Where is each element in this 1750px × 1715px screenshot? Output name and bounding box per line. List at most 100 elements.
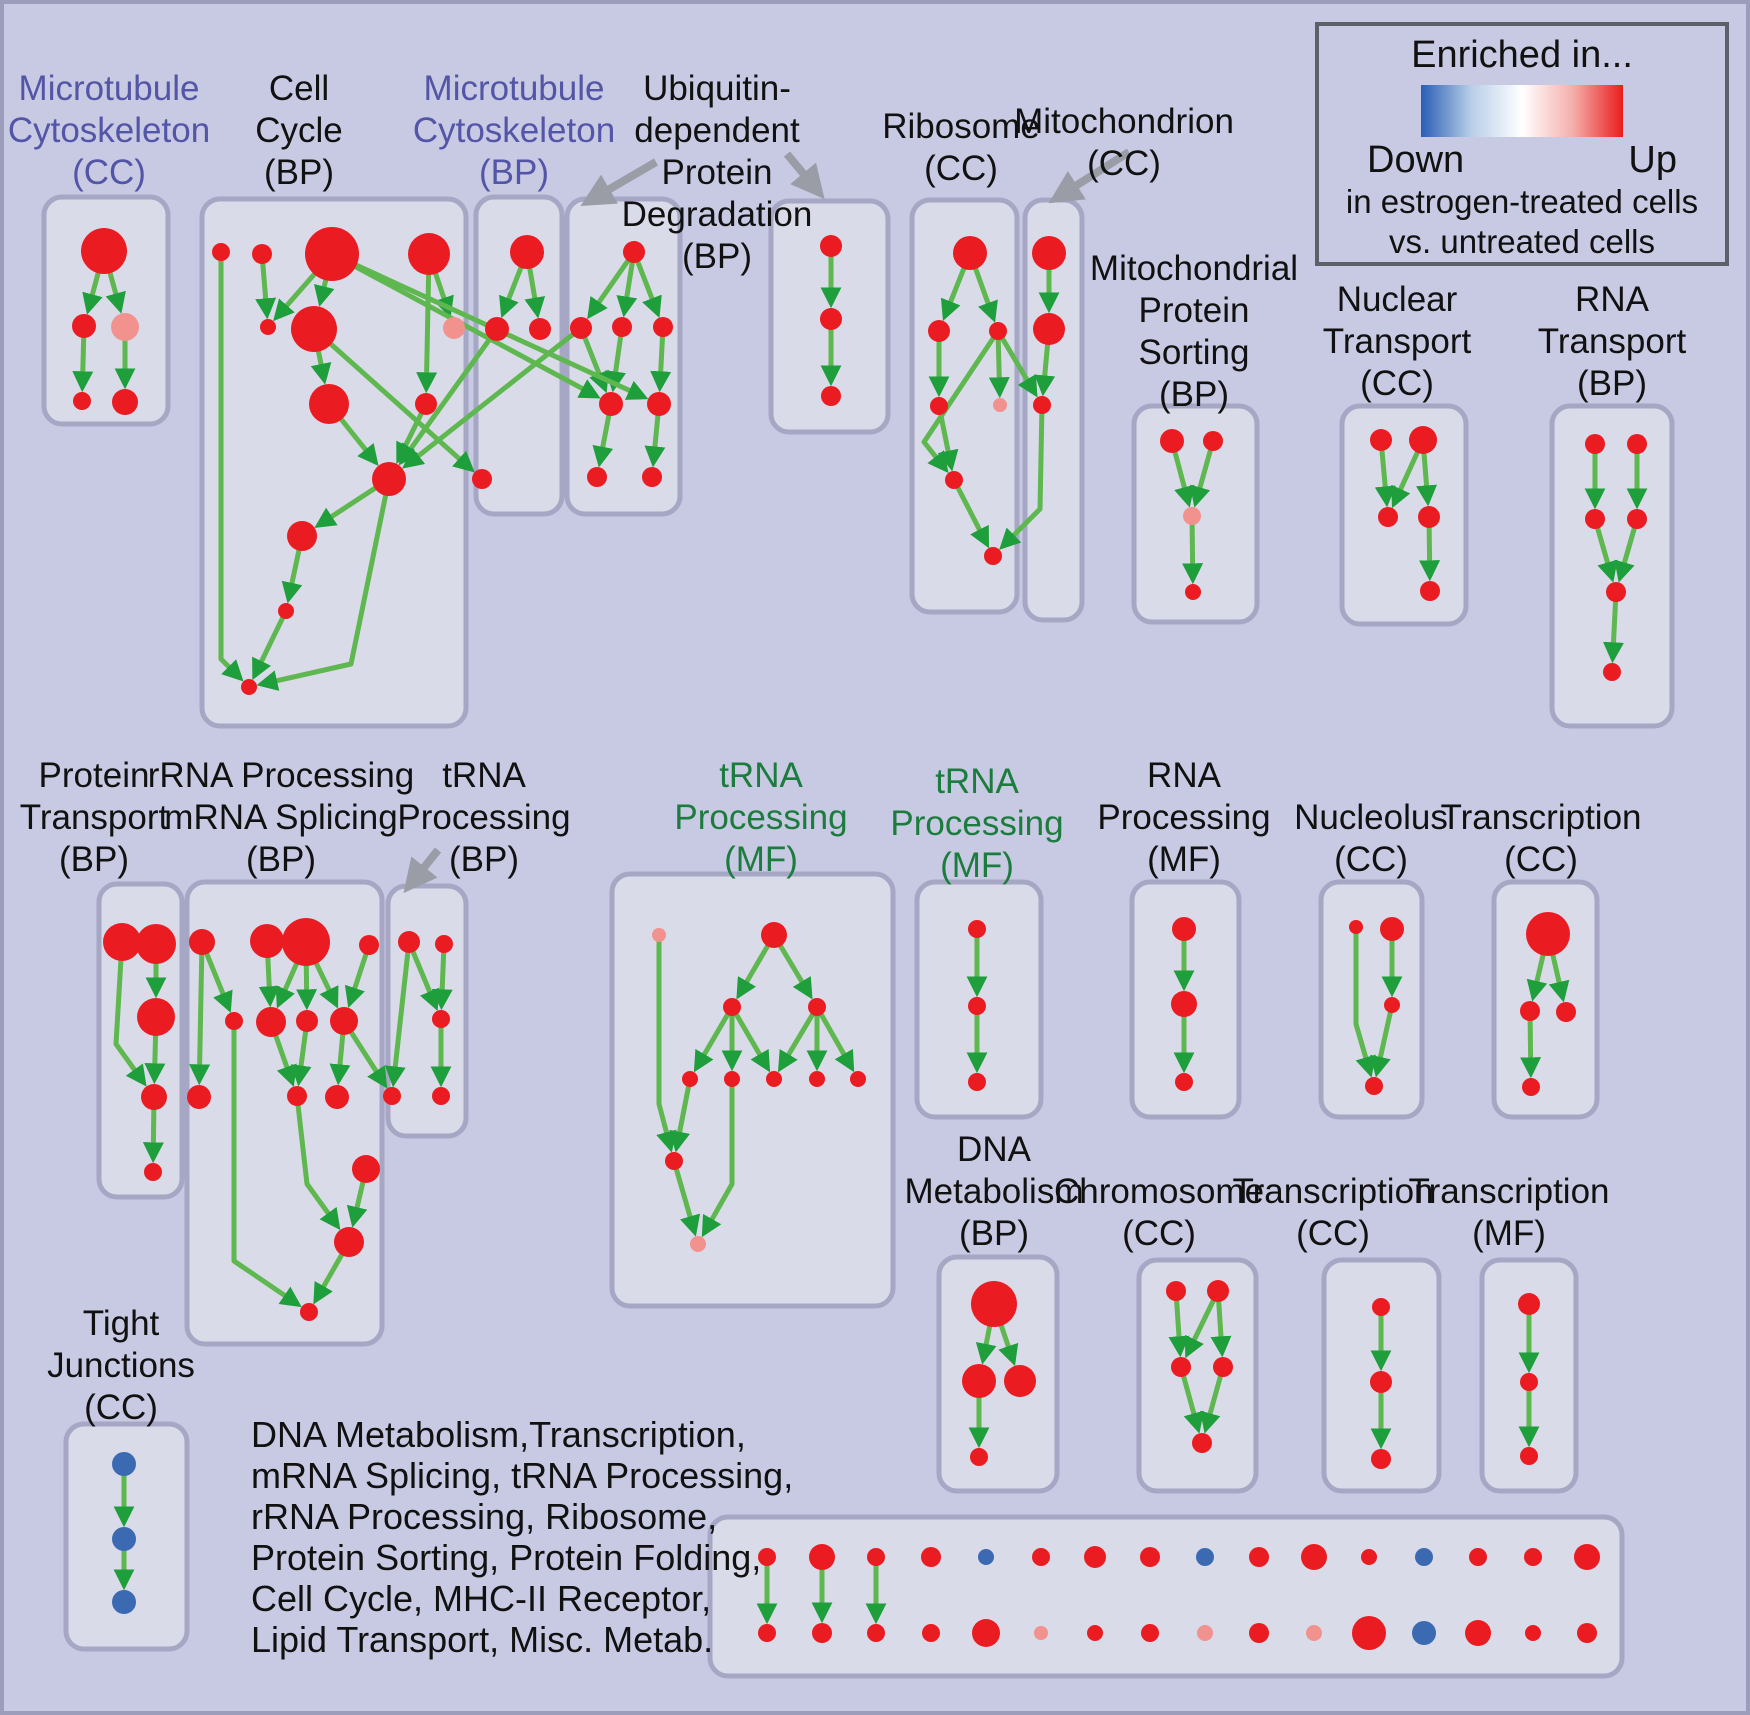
edge-arrow	[999, 404, 1045, 550]
go-term-node	[212, 243, 230, 261]
go-term-node	[1627, 509, 1647, 529]
go-term-node	[112, 1590, 136, 1614]
edge-arrow	[1178, 1366, 1204, 1434]
go-term-node	[1032, 1548, 1050, 1566]
go-term-node	[1185, 584, 1201, 600]
go-term-node	[652, 928, 666, 942]
go-term-node	[112, 389, 138, 415]
go-term-node	[300, 1303, 318, 1321]
go-term-node	[1526, 912, 1570, 956]
go-term-node	[1627, 434, 1647, 454]
go-term-node	[1171, 1357, 1191, 1377]
go-term-node	[1370, 429, 1392, 451]
go-term-node	[945, 471, 963, 489]
go-term-node	[309, 384, 349, 424]
go-term-node	[1522, 1078, 1540, 1096]
go-term-node	[291, 306, 337, 352]
go-term-node	[1380, 917, 1404, 941]
edge-arrow	[671, 1160, 701, 1237]
go-term-node	[989, 322, 1007, 340]
go-term-node	[1370, 1371, 1392, 1393]
go-term-node	[252, 244, 272, 264]
legend: Enriched in... Down Up in estrogen-treat…	[1315, 22, 1729, 266]
go-term-node	[359, 935, 379, 955]
go-term-node	[821, 386, 841, 406]
edge-arrow	[312, 327, 475, 473]
go-term-node	[1585, 434, 1605, 454]
go-term-node	[72, 314, 96, 338]
go-term-node	[1087, 1625, 1103, 1641]
go-term-node	[1585, 509, 1605, 529]
edge-arrow	[398, 327, 500, 466]
go-term-node	[812, 1623, 832, 1643]
go-term-node	[1034, 1626, 1048, 1640]
go-term-node	[962, 1364, 996, 1398]
go-term-node	[1520, 1447, 1538, 1465]
go-term-node	[1415, 1548, 1433, 1566]
footnote-line: rRNA Processing, Ribosome,	[251, 1496, 718, 1537]
edge-arrow	[218, 252, 244, 682]
edge-arrow	[1370, 1004, 1395, 1078]
edge-arrow	[1200, 1366, 1226, 1434]
go-term-node	[1172, 917, 1196, 941]
go-term-node	[867, 1624, 885, 1642]
go-term-node	[642, 467, 662, 487]
go-term-node	[1574, 1544, 1600, 1570]
go-term-node	[112, 1452, 136, 1476]
go-term-node	[443, 317, 465, 339]
go-term-node	[993, 398, 1007, 412]
go-term-node	[415, 393, 437, 415]
go-term-node	[256, 1007, 286, 1037]
go-term-node	[1577, 1623, 1597, 1643]
go-term-node	[850, 1071, 866, 1087]
edge-arrow	[1168, 1290, 1190, 1358]
legend-title: Enriched in...	[1411, 34, 1633, 76]
go-term-node	[1141, 1624, 1159, 1642]
go-term-node	[1409, 426, 1437, 454]
go-term-node	[408, 233, 450, 275]
go-term-node	[968, 920, 986, 938]
edge-arrow	[402, 326, 583, 469]
edge-arrow	[701, 1079, 735, 1238]
go-term-node	[1384, 997, 1400, 1013]
go-term-node	[305, 227, 359, 281]
go-term-node	[612, 317, 632, 337]
edge-arrow	[252, 609, 289, 681]
go-term-node	[1160, 429, 1184, 453]
go-term-node	[972, 1619, 1000, 1647]
go-term-node	[758, 1548, 776, 1566]
edge-arrow	[777, 1005, 820, 1073]
edge-arrow	[951, 478, 990, 549]
edge-arrow	[1048, 148, 1132, 204]
go-term-node	[1004, 1365, 1036, 1397]
go-term-node	[529, 318, 551, 340]
go-term-node	[241, 679, 257, 695]
go-term-node	[867, 1548, 885, 1566]
go-term-node	[352, 1155, 380, 1183]
go-term-node	[690, 1236, 706, 1252]
go-term-node	[723, 998, 741, 1016]
edge-arrow	[995, 329, 1038, 398]
edge-arrow	[406, 941, 440, 1011]
go-term-node	[970, 1448, 988, 1466]
edge-arrow	[1184, 1289, 1221, 1359]
go-term-node	[398, 931, 420, 953]
go-term-node	[1371, 1449, 1391, 1469]
go-term-node	[472, 469, 492, 489]
edge-arrow	[403, 847, 442, 894]
edge-arrow	[693, 1005, 735, 1073]
go-term-node	[921, 1547, 941, 1567]
legend-gradient-bar	[1421, 85, 1623, 137]
edge-arrow	[669, 1078, 693, 1153]
go-term-node	[330, 1007, 358, 1035]
edge-arrow	[1189, 440, 1216, 508]
edge-arrow	[587, 250, 637, 320]
go-term-node	[1171, 991, 1197, 1017]
go-term-node	[1465, 1620, 1491, 1646]
footnote-line: mRNA Splicing, tRNA Processing,	[251, 1455, 794, 1496]
go-term-node	[432, 1087, 450, 1105]
cluster-box-misc	[707, 1514, 1625, 1679]
go-term-node	[111, 313, 139, 341]
go-term-node	[325, 1085, 349, 1109]
